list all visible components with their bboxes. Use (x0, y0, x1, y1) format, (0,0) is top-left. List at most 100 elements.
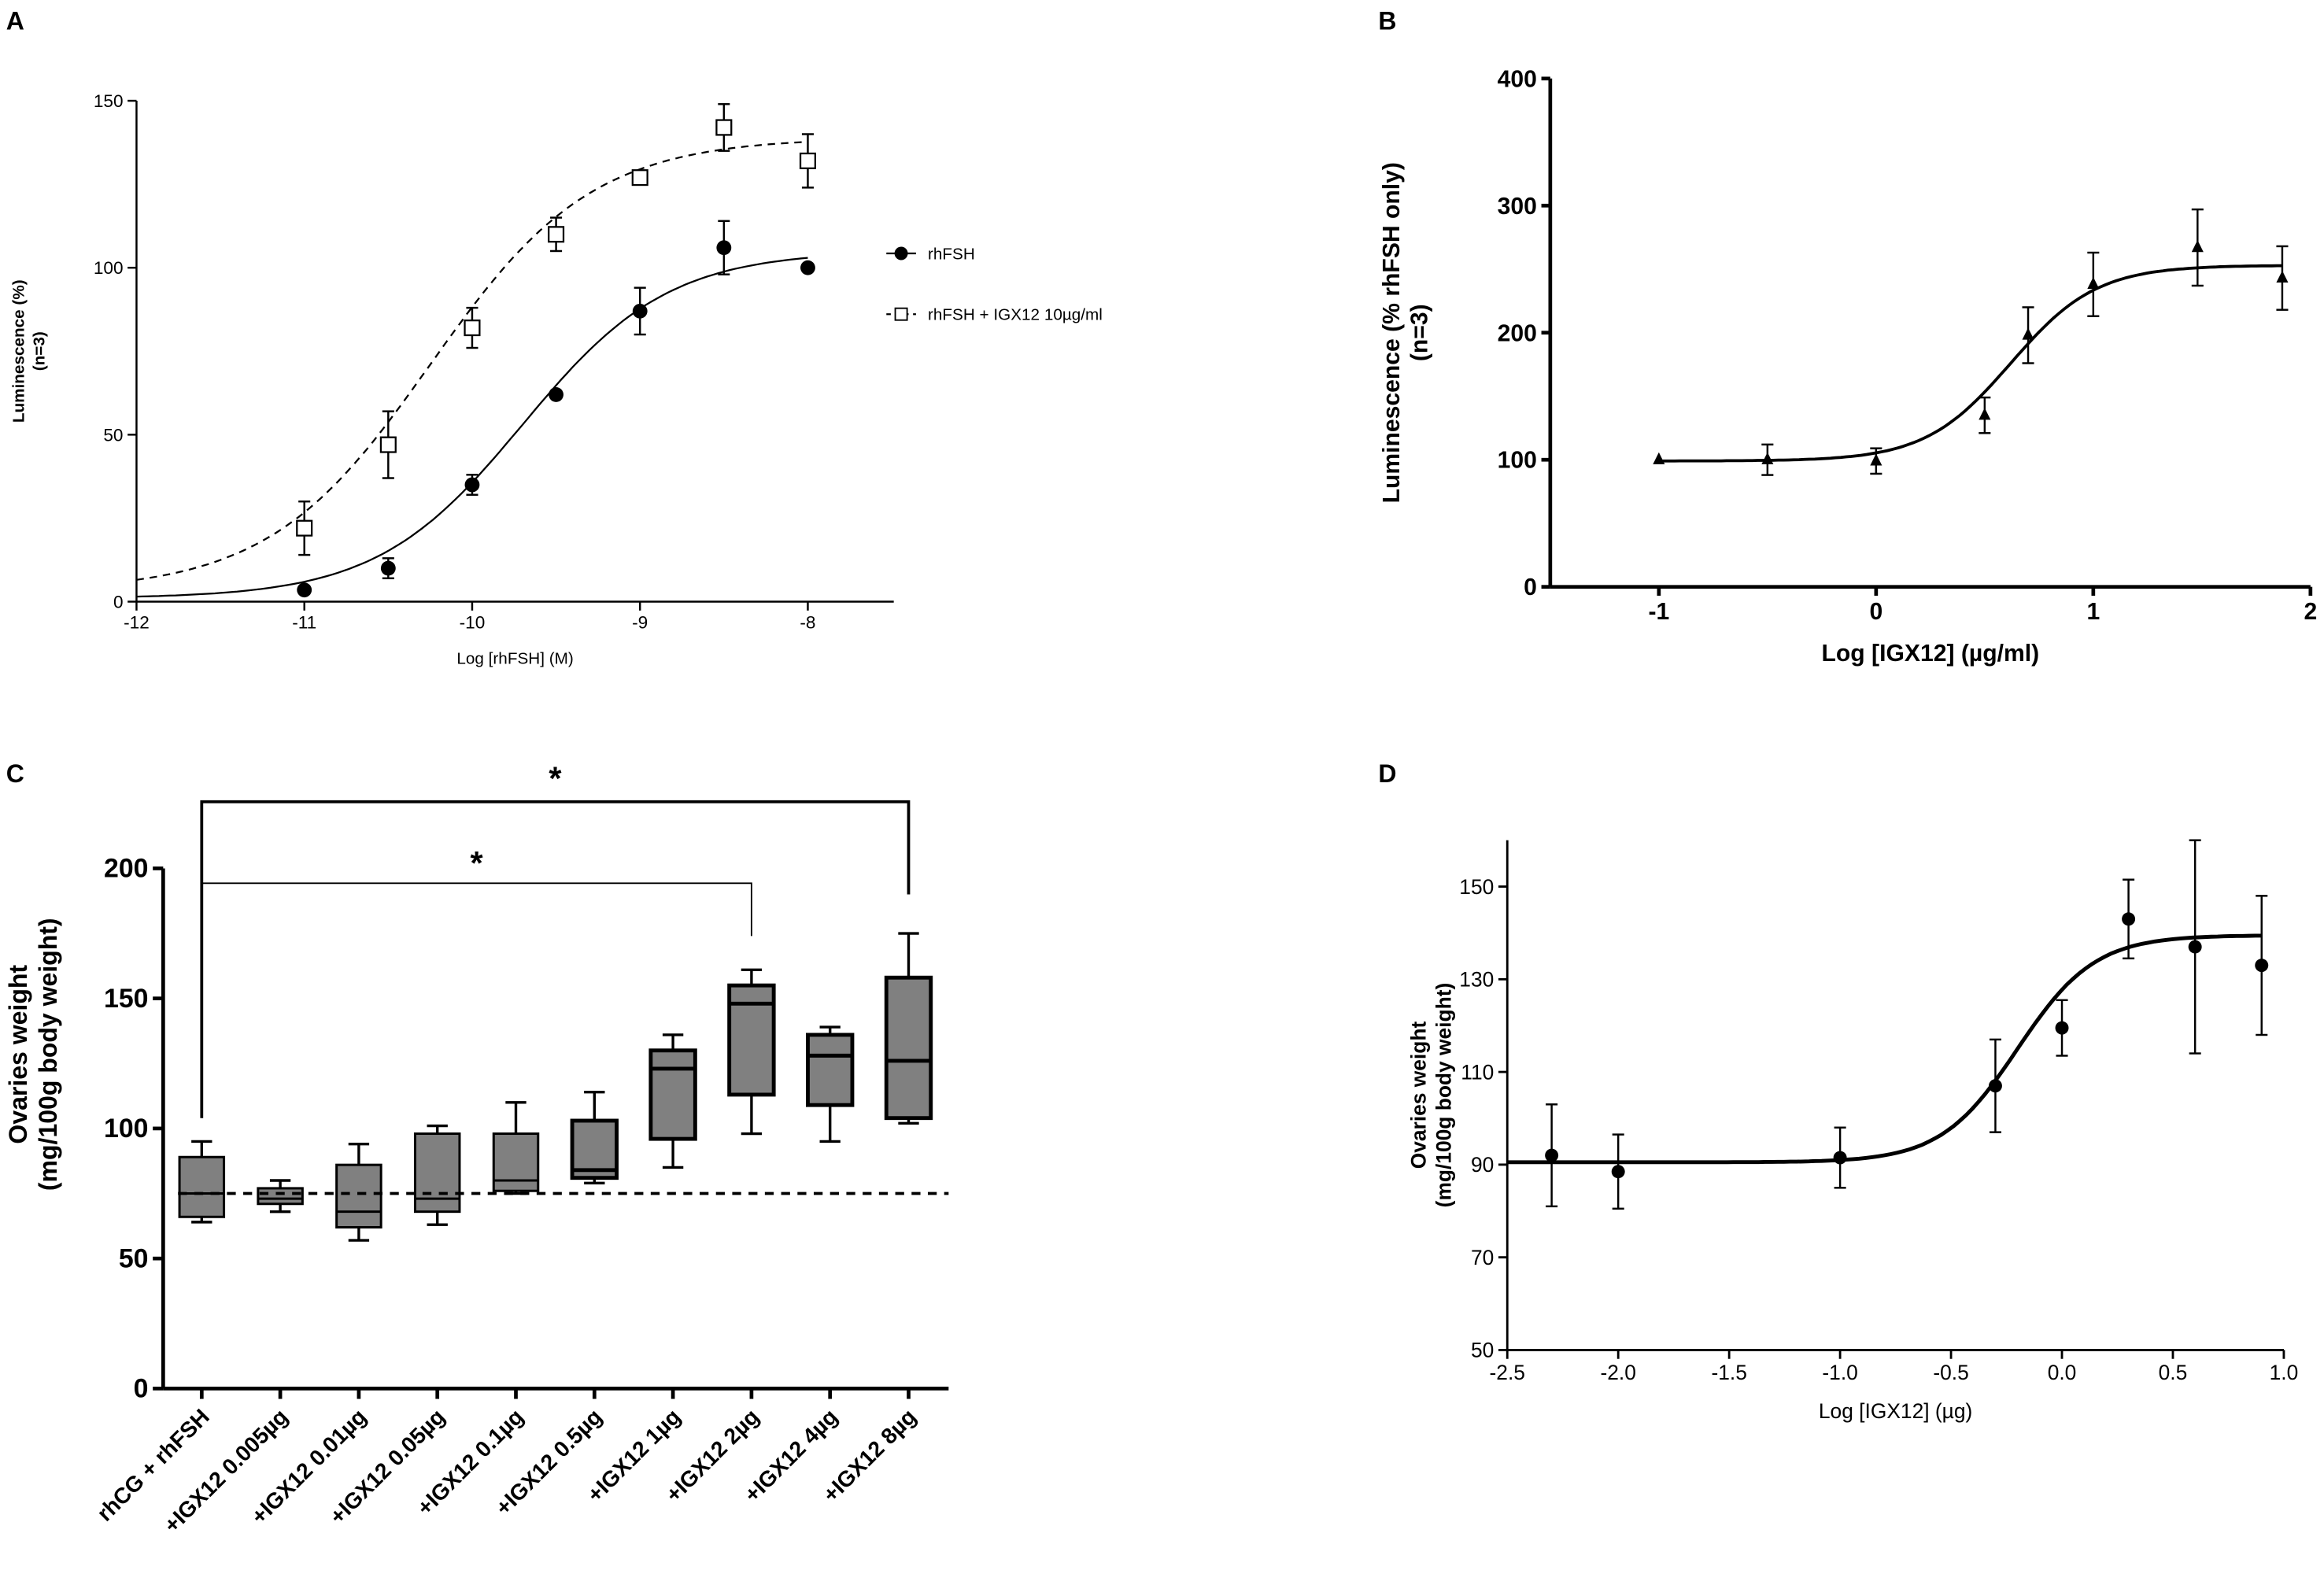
legend-marker (894, 246, 908, 260)
y-tick-label: 0 (134, 1374, 149, 1404)
data-point (2276, 270, 2289, 283)
data-point (1611, 1165, 1625, 1179)
data-point (296, 519, 313, 537)
box (492, 1132, 540, 1192)
y-axis-title-2: (n=3) (1407, 304, 1433, 361)
x-tick-label: -2.0 (1600, 1361, 1635, 1384)
box (257, 1187, 304, 1206)
data-point (716, 240, 732, 256)
x-tick-label: 1.0 (2270, 1361, 2299, 1384)
chart-c: 0 50 100 150 200 Ovaries weight (mg/100g body … (4, 761, 949, 1538)
y-tick-label: 200 (1498, 320, 1537, 346)
box (806, 1033, 855, 1107)
data-point (1653, 452, 1665, 464)
x-tick-label: 0.5 (2159, 1361, 2188, 1384)
data-point (631, 169, 648, 187)
data-point (1761, 452, 1774, 464)
data-point (2022, 327, 2034, 340)
y-tick-label: 150 (104, 984, 149, 1014)
data-point (380, 560, 396, 576)
chart-d: -2.5 -2.0 -1.5 -1.0 -0.5 0.0 0.5 1.0 50 70 90 110 13… (1407, 839, 2299, 1423)
y-axis-title-2: (mg/100g body weight) (1432, 983, 1456, 1208)
x-tick-label: -10 (460, 612, 486, 632)
x-axis-title: Log [rhFSH] (M) (456, 650, 573, 668)
chart-b: -1 0 1 2 0 100 200 300 400 Log [IGX12] (µg/ml) Lum… (1379, 66, 2317, 666)
legend-label: rhFSH + IGX12 10µg/ml (928, 306, 1103, 324)
y-tick-label: 90 (1471, 1153, 1494, 1177)
x-tick-label: -1 (1648, 599, 1669, 625)
legend-label: rhFSH (928, 246, 975, 264)
data-point (548, 226, 565, 243)
y-tick-label: 200 (104, 854, 149, 884)
y-tick-label: 50 (103, 425, 123, 445)
data-point (464, 477, 480, 493)
significance-star: * (471, 845, 484, 881)
data-point (1988, 1079, 2002, 1093)
x-tick-label: -11 (292, 612, 316, 632)
y-tick-label: 50 (1471, 1339, 1494, 1362)
x-tick-label: 2 (2304, 599, 2317, 625)
y-tick-label: 100 (1498, 448, 1537, 474)
x-tick-label: -8 (800, 612, 815, 632)
box (413, 1132, 461, 1214)
significance-star: * (549, 761, 562, 797)
x-tick-label: -12 (124, 612, 150, 632)
data-point (1833, 1151, 1847, 1165)
y-tick-label: 0 (1524, 574, 1537, 600)
y-tick-label: 0 (113, 592, 124, 611)
box (648, 1048, 697, 1141)
y-tick-label: 110 (1461, 1060, 1494, 1084)
box (178, 1155, 226, 1218)
data-point (549, 387, 563, 402)
box (884, 975, 933, 1121)
y-axis-title-2: (n=3) (31, 331, 49, 371)
data-point (1979, 408, 1991, 420)
x-tick-label: -2.5 (1490, 1361, 1525, 1384)
y-axis-title: Ovaries weight (4, 965, 32, 1144)
data-point (1870, 453, 1882, 466)
y-axis-title: Ovaries weight (1407, 1022, 1431, 1169)
x-tick-label: 0.0 (2048, 1361, 2077, 1384)
x-tick-label: -1.5 (1711, 1361, 1746, 1384)
panel-label-c: C (6, 759, 24, 788)
x-axis-title: Log [IGX12] (µg/ml) (1822, 641, 2040, 667)
fit-curve (1658, 264, 2282, 463)
y-tick-label: 100 (94, 258, 124, 278)
data-point (800, 260, 815, 275)
data-point (2122, 912, 2136, 926)
y-axis-title: Luminescence (%) (9, 279, 28, 423)
y-tick-label: 150 (94, 91, 124, 111)
y-axis-title: Luminescence (% rhFSH only) (1379, 162, 1405, 503)
data-point (2055, 1021, 2069, 1035)
data-point (297, 582, 312, 598)
y-tick-label: 100 (104, 1114, 149, 1143)
y-tick-label: 150 (1459, 875, 1494, 899)
panel-label-b: B (1378, 7, 1396, 35)
data-point (464, 320, 481, 337)
data-point (379, 436, 397, 453)
y-tick-label: 130 (1459, 968, 1494, 992)
data-point (2188, 940, 2202, 954)
x-tick-label: 1 (2086, 599, 2100, 625)
fit-curve (136, 141, 808, 581)
fit-curve (1507, 933, 2262, 1165)
panel-label-d: D (1378, 759, 1396, 788)
data-point (799, 152, 817, 169)
data-point (715, 119, 733, 136)
significance-bracket (200, 800, 911, 1118)
y-axis-title-2: (mg/100g body weight) (34, 918, 62, 1191)
y-tick-label: 50 (119, 1243, 149, 1273)
data-point (2191, 240, 2204, 253)
chart-a: -12 -11 -10 -9 -8 0 50 100 150 Log [rhFSH] (M) Lum… (9, 91, 1103, 668)
y-tick-label: 300 (1498, 194, 1537, 220)
legend-marker (894, 307, 908, 321)
x-axis-title: Log [IGX12] (µg) (1819, 1399, 1972, 1423)
data-point (2255, 959, 2269, 973)
y-tick-label: 400 (1498, 66, 1537, 92)
x-tick-label: -9 (632, 612, 648, 632)
data-point (632, 303, 648, 319)
data-point (2087, 276, 2100, 290)
panel-label-a: A (6, 7, 24, 35)
x-tick-label: -0.5 (1933, 1361, 1968, 1384)
